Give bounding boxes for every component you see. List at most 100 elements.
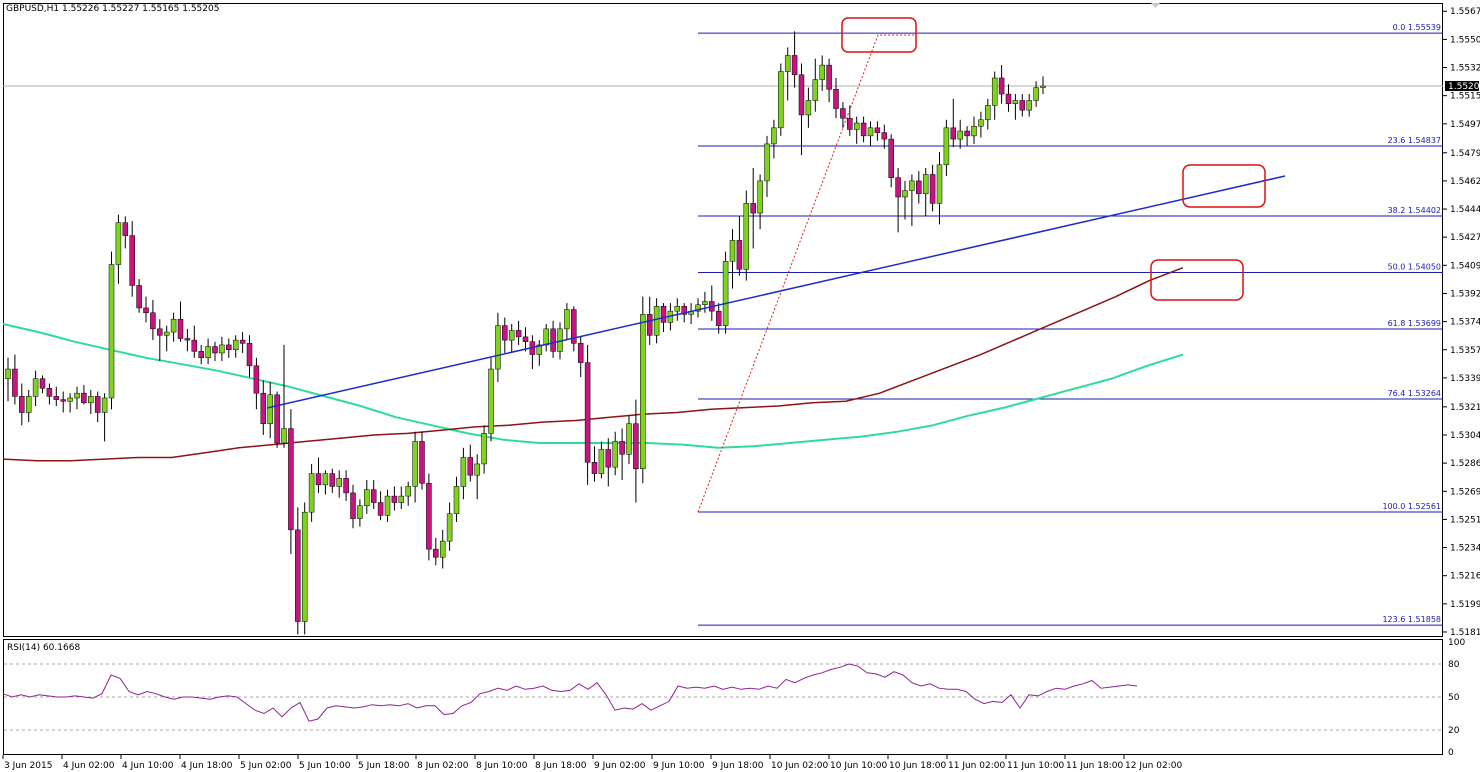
candle <box>219 336 225 362</box>
annotation-box-ma <box>1150 259 1244 301</box>
candle <box>805 87 812 128</box>
time-tick-label: 8 Jun 02:00 <box>417 761 469 771</box>
candle <box>301 502 308 635</box>
price-tick-label: 1.53395 <box>1450 374 1480 384</box>
candle <box>426 473 432 561</box>
time-tick-label: 11 Jun 18:00 <box>1066 761 1123 771</box>
time-tick-label: 5 Jun 10:00 <box>299 761 351 771</box>
candle <box>1026 94 1032 117</box>
candle <box>343 470 349 501</box>
candle <box>377 491 384 521</box>
fibonacci-retracement[interactable]: 0.0 1.55539 23.6 1.54837 38.2 1.54402 50.0 … <box>698 23 1443 626</box>
time-tick-label: 5 Jun 18:00 <box>358 761 410 771</box>
candle <box>67 393 73 413</box>
candle <box>108 251 115 410</box>
candle <box>791 31 798 88</box>
candle <box>598 441 605 479</box>
symbol-label: GBPUSD,H1 <box>6 4 59 14</box>
price-tick-label: 1.53920 <box>1450 289 1480 299</box>
candle <box>743 190 750 281</box>
time-tick-label: 12 Jun 02:00 <box>1125 761 1182 771</box>
candle <box>136 278 142 313</box>
candle <box>784 47 791 101</box>
candle <box>370 480 377 509</box>
price-tick-label: 1.52165 <box>1450 572 1480 582</box>
price-tick-label: 1.52690 <box>1450 487 1480 497</box>
candle <box>122 216 129 249</box>
time-tick-label: 11 Jun 02:00 <box>948 761 1005 771</box>
candle <box>246 335 253 378</box>
scroll-marker-icon[interactable] <box>1151 3 1160 8</box>
candle <box>32 370 39 407</box>
price-tick-label: 1.52515 <box>1450 515 1480 525</box>
price-tick-label: 1.54795 <box>1450 149 1480 159</box>
candle <box>508 324 515 353</box>
candle <box>184 328 191 352</box>
candle <box>315 457 322 493</box>
fib-level-label: 123.6 1.51858 <box>1382 615 1441 624</box>
candle <box>391 486 398 511</box>
price-tick-label: 1.53570 <box>1450 346 1480 356</box>
candle <box>19 383 25 426</box>
candle <box>757 174 763 230</box>
candle <box>633 399 639 503</box>
candle <box>833 77 839 119</box>
candle <box>550 320 556 358</box>
price-tick-label: 1.51815 <box>1450 628 1480 638</box>
candle <box>515 320 522 345</box>
candle <box>688 303 694 325</box>
candle <box>564 303 570 341</box>
candle <box>709 285 715 321</box>
candle <box>495 312 501 382</box>
candle <box>364 480 370 514</box>
candle <box>74 386 80 410</box>
time-axis: 3 Jun 2015 4 Jun 02:00 4 Jun 10:00 4 Jun 18… <box>2 755 1182 771</box>
price-tick-label: 1.54445 <box>1450 205 1480 215</box>
price-tick-label: 1.53745 <box>1450 318 1480 328</box>
candle <box>998 65 1005 104</box>
candle <box>674 298 681 321</box>
moving-average-slow <box>2 323 1184 449</box>
candle <box>150 299 156 341</box>
rsi-tick-label: 50 <box>1448 693 1460 703</box>
price-tick-label: 1.55500 <box>1450 35 1480 45</box>
candle <box>653 298 660 344</box>
candle <box>198 344 204 365</box>
candle <box>853 116 860 144</box>
time-tick-label: 9 Jun 18:00 <box>712 761 764 771</box>
candle <box>543 324 549 352</box>
candle <box>764 135 770 197</box>
candle <box>916 171 922 204</box>
candle <box>25 389 32 423</box>
candle <box>267 381 273 439</box>
candle <box>522 327 529 352</box>
candle <box>881 124 888 149</box>
candle <box>978 111 984 138</box>
candle <box>88 389 94 415</box>
candle <box>991 71 998 120</box>
candle <box>626 415 632 464</box>
candlestick-series <box>5 31 1046 635</box>
candle <box>212 341 218 362</box>
candle <box>964 126 970 146</box>
candle <box>481 425 487 474</box>
time-tick-label: 8 Jun 18:00 <box>535 761 587 771</box>
candle <box>170 312 177 342</box>
candle <box>950 98 957 148</box>
candle <box>1033 81 1039 107</box>
candle <box>957 119 963 149</box>
price-tick-label: 1.51990 <box>1450 600 1480 610</box>
candle <box>750 168 756 249</box>
candle <box>888 134 894 188</box>
time-tick-label: 10 Jun 02:00 <box>771 761 828 771</box>
candle <box>502 317 508 353</box>
time-tick-label: 11 Jun 10:00 <box>1007 761 1064 771</box>
candle <box>867 121 874 146</box>
candle <box>226 338 232 358</box>
candle <box>778 63 784 136</box>
fib-level-label: 0.0 1.55539 <box>1393 23 1441 32</box>
candle <box>460 447 467 500</box>
trendline[interactable] <box>266 175 1286 409</box>
candle <box>1005 84 1012 112</box>
candle <box>909 174 915 226</box>
